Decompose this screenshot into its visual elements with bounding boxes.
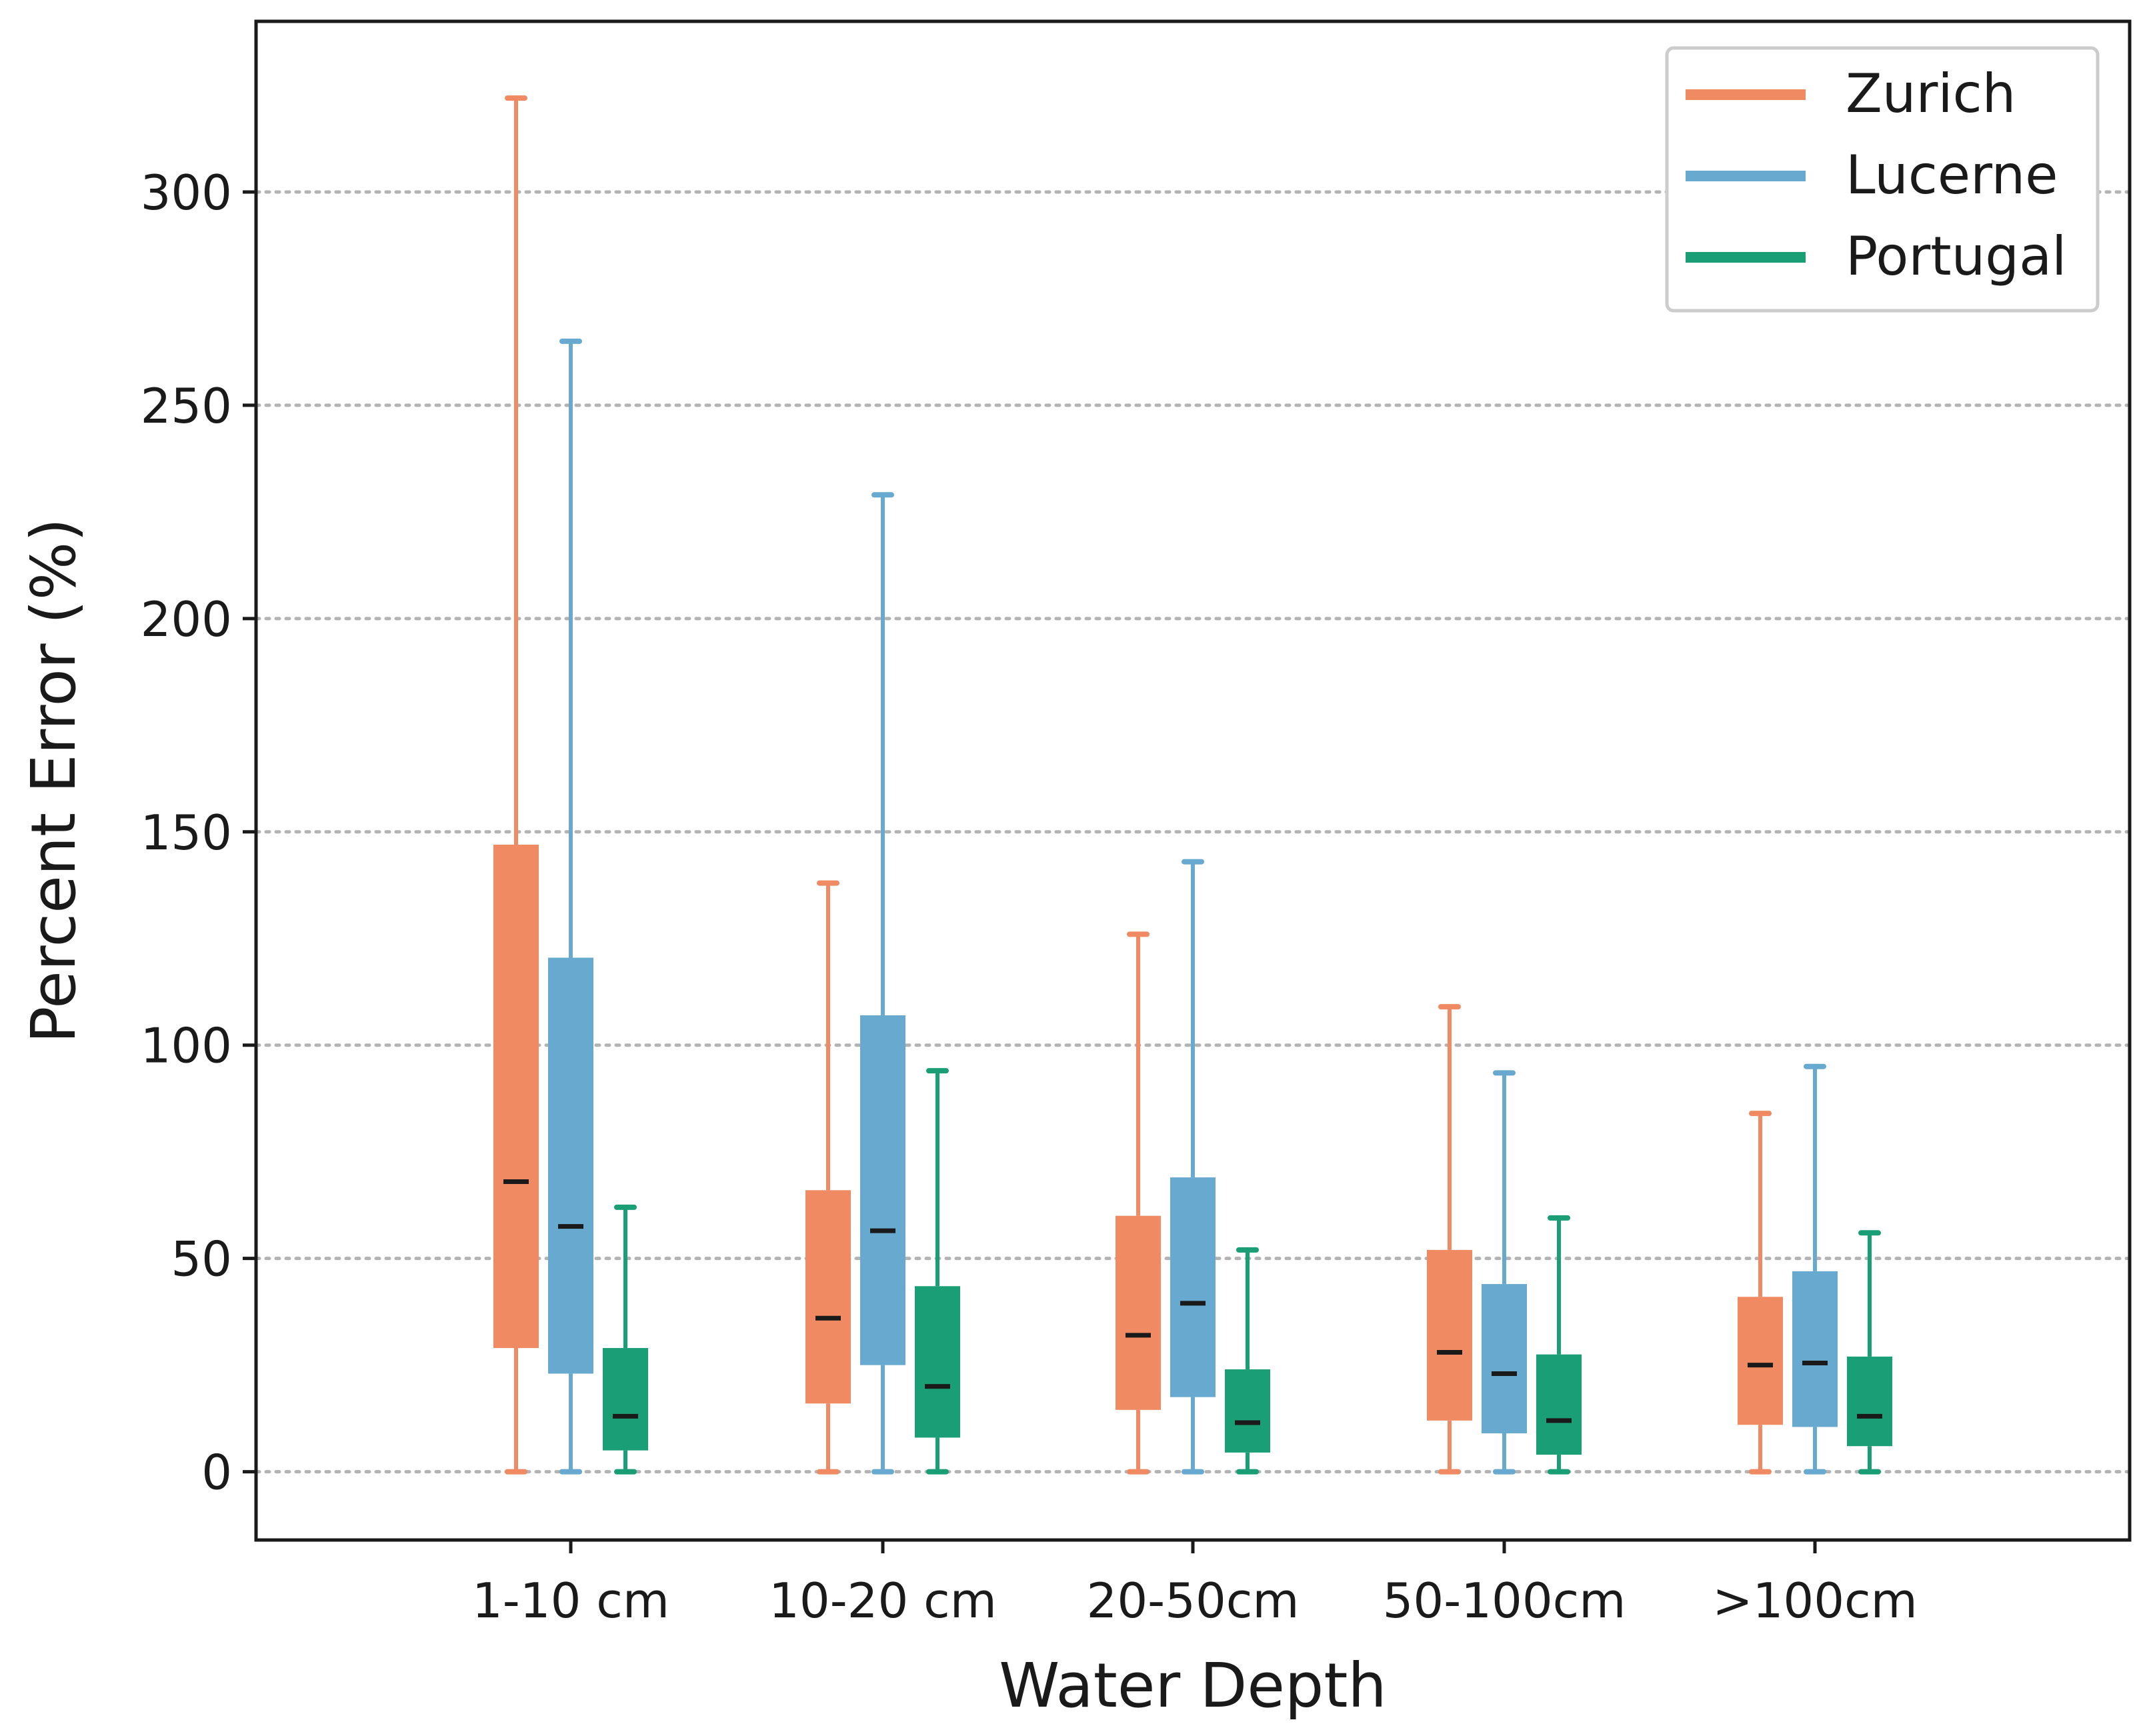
- box-zurich: [1738, 1111, 1783, 1475]
- iqr-box: [1738, 1297, 1783, 1425]
- box-zurich: [1427, 1004, 1472, 1475]
- legend-label-lucerne: Lucerne: [1846, 144, 2058, 206]
- box-lucerne: [548, 338, 593, 1475]
- legend: Zurich Lucerne Portugal: [1665, 46, 2100, 313]
- iqr-box: [1116, 1215, 1161, 1410]
- y-tick-label: 50: [171, 1231, 232, 1287]
- box-lucerne: [1482, 1070, 1527, 1475]
- iqr-box: [1225, 1369, 1270, 1453]
- box-portugal: [1536, 1215, 1582, 1475]
- iqr-box: [1847, 1356, 1892, 1447]
- x-axis-title: Water Depth: [999, 1650, 1386, 1721]
- y-tick-label: 100: [141, 1018, 232, 1074]
- box-zurich: [493, 95, 539, 1475]
- plot-frame: [254, 19, 2132, 1542]
- legend-frame: [1665, 46, 2100, 313]
- iqr-box: [1536, 1354, 1582, 1455]
- iqr-box: [805, 1190, 851, 1404]
- iqr-box: [548, 957, 593, 1374]
- box-zurich: [1116, 931, 1161, 1475]
- y-tick-label: 200: [141, 591, 232, 647]
- box-portugal: [1225, 1247, 1270, 1475]
- box-lucerne: [1170, 859, 1216, 1475]
- y-tick-label: 300: [141, 165, 232, 221]
- boxplots: [493, 95, 1892, 1475]
- iqr-box: [603, 1348, 648, 1451]
- box-lucerne: [1792, 1063, 1838, 1475]
- box-portugal: [603, 1204, 648, 1475]
- legend-label-portugal: Portugal: [1846, 225, 2066, 287]
- y-axis-title: Percent Error (%): [18, 518, 89, 1043]
- box-portugal: [1847, 1230, 1892, 1475]
- iqr-box: [1792, 1271, 1838, 1427]
- x-tick-label: >100cm: [1712, 1573, 1917, 1629]
- y-tick-label: 150: [141, 805, 232, 861]
- x-tick-label: 20-50cm: [1087, 1573, 1300, 1629]
- x-tick-label: 50-100cm: [1383, 1573, 1626, 1629]
- iqr-box: [493, 844, 539, 1349]
- box-portugal: [915, 1068, 960, 1475]
- x-axis-ticks: 1-10 cm 10-20 cm 20-50cm 50-100cm >100cm: [472, 1540, 1918, 1629]
- iqr-box: [1170, 1177, 1216, 1397]
- legend-label-zurich: Zurich: [1846, 63, 2016, 125]
- y-tick-label: 250: [141, 378, 232, 434]
- iqr-box: [860, 1015, 905, 1365]
- iqr-box: [915, 1286, 960, 1438]
- box-lucerne: [860, 492, 905, 1475]
- x-tick-label: 1-10 cm: [472, 1573, 669, 1629]
- y-tick-label: 0: [201, 1445, 232, 1501]
- x-tick-label: 10-20 cm: [769, 1573, 997, 1629]
- iqr-box: [1427, 1249, 1472, 1421]
- box-zurich: [805, 880, 851, 1475]
- y-axis-ticks: 0 50 100 150 200 250 300: [141, 165, 256, 1501]
- iqr-box: [1482, 1284, 1527, 1434]
